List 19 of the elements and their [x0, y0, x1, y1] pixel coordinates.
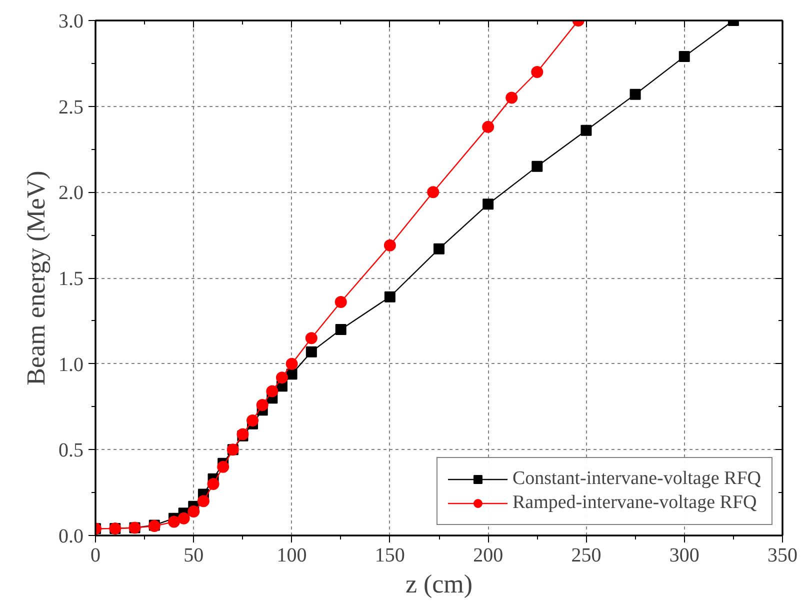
y-tick-label: 0.0 — [58, 526, 84, 548]
x-axis-title: z (cm) — [405, 570, 473, 598]
y-tick-label: 3.0 — [58, 10, 84, 32]
x-tick-label: 300 — [669, 544, 700, 566]
x-tick-label: 350 — [768, 544, 798, 566]
y-tick-label: 1.5 — [58, 268, 84, 290]
x-tick-label: 50 — [184, 544, 204, 566]
x-tick-label: 250 — [571, 544, 602, 566]
legend-label: Constant-intervane-voltage RFQ — [512, 468, 761, 490]
legend-label: Ramped-intervane-voltage RFQ — [512, 492, 757, 514]
x-tick-label: 200 — [473, 544, 504, 566]
y-tick-label: 2.0 — [58, 182, 84, 204]
x-tick-label: 150 — [374, 544, 405, 566]
y-axis-title: Beam energy (MeV) — [22, 170, 50, 386]
y-tick-label: 1.0 — [58, 354, 84, 376]
y-tick-label: 0.5 — [58, 440, 84, 462]
x-tick-label: 0 — [90, 544, 100, 566]
y-tick-label: 2.5 — [58, 96, 84, 118]
x-tick-label: 100 — [276, 544, 307, 566]
